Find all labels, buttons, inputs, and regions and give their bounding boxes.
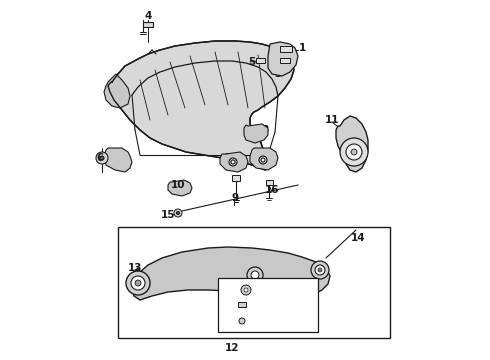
Bar [118,227,390,338]
Circle shape [315,265,325,275]
Circle shape [247,267,263,283]
Circle shape [96,152,108,164]
Bar [232,175,240,181]
Polygon shape [168,180,192,196]
Text: 3: 3 [274,69,282,79]
Polygon shape [268,42,298,76]
Circle shape [100,156,104,160]
Text: 10: 10 [171,180,185,190]
Bar [280,46,292,52]
Text: 4: 4 [145,11,152,21]
Circle shape [261,158,265,162]
Circle shape [318,268,322,272]
Circle shape [311,261,329,279]
Circle shape [251,271,259,279]
Bar [280,58,290,63]
Text: 15: 15 [161,210,175,220]
Text: 16: 16 [265,185,279,195]
Bar [266,180,273,185]
Text: 14: 14 [351,233,366,243]
Circle shape [176,212,179,215]
Text: 17: 17 [247,313,262,323]
Text: 12: 12 [225,343,239,353]
Text: 6: 6 [97,153,103,163]
Polygon shape [220,152,248,172]
Circle shape [244,288,248,292]
Circle shape [351,149,357,155]
Text: 5: 5 [248,57,256,67]
Circle shape [229,158,237,166]
Polygon shape [104,74,130,108]
Bar [238,302,246,307]
Text: 7: 7 [224,153,232,163]
Circle shape [174,209,182,217]
Bar [256,58,265,63]
Circle shape [241,285,251,295]
Circle shape [135,280,141,286]
Polygon shape [132,247,330,300]
Circle shape [239,318,245,324]
Text: 8: 8 [261,125,269,135]
Text: 11: 11 [325,115,339,125]
Text: 9: 9 [231,193,239,203]
Text: 2: 2 [274,53,282,63]
Circle shape [340,138,368,166]
Circle shape [231,160,235,164]
Circle shape [259,156,267,164]
Polygon shape [250,148,278,170]
Bar [218,278,318,332]
Polygon shape [108,41,294,170]
Polygon shape [336,116,368,172]
Polygon shape [104,148,132,172]
Circle shape [126,271,150,295]
Text: 1: 1 [298,43,306,53]
Text: 19: 19 [271,303,285,313]
Bar [143,22,153,27]
Text: 18: 18 [271,285,285,295]
Circle shape [131,276,145,290]
Circle shape [346,144,362,160]
Polygon shape [244,124,268,143]
Text: 13: 13 [128,263,142,273]
